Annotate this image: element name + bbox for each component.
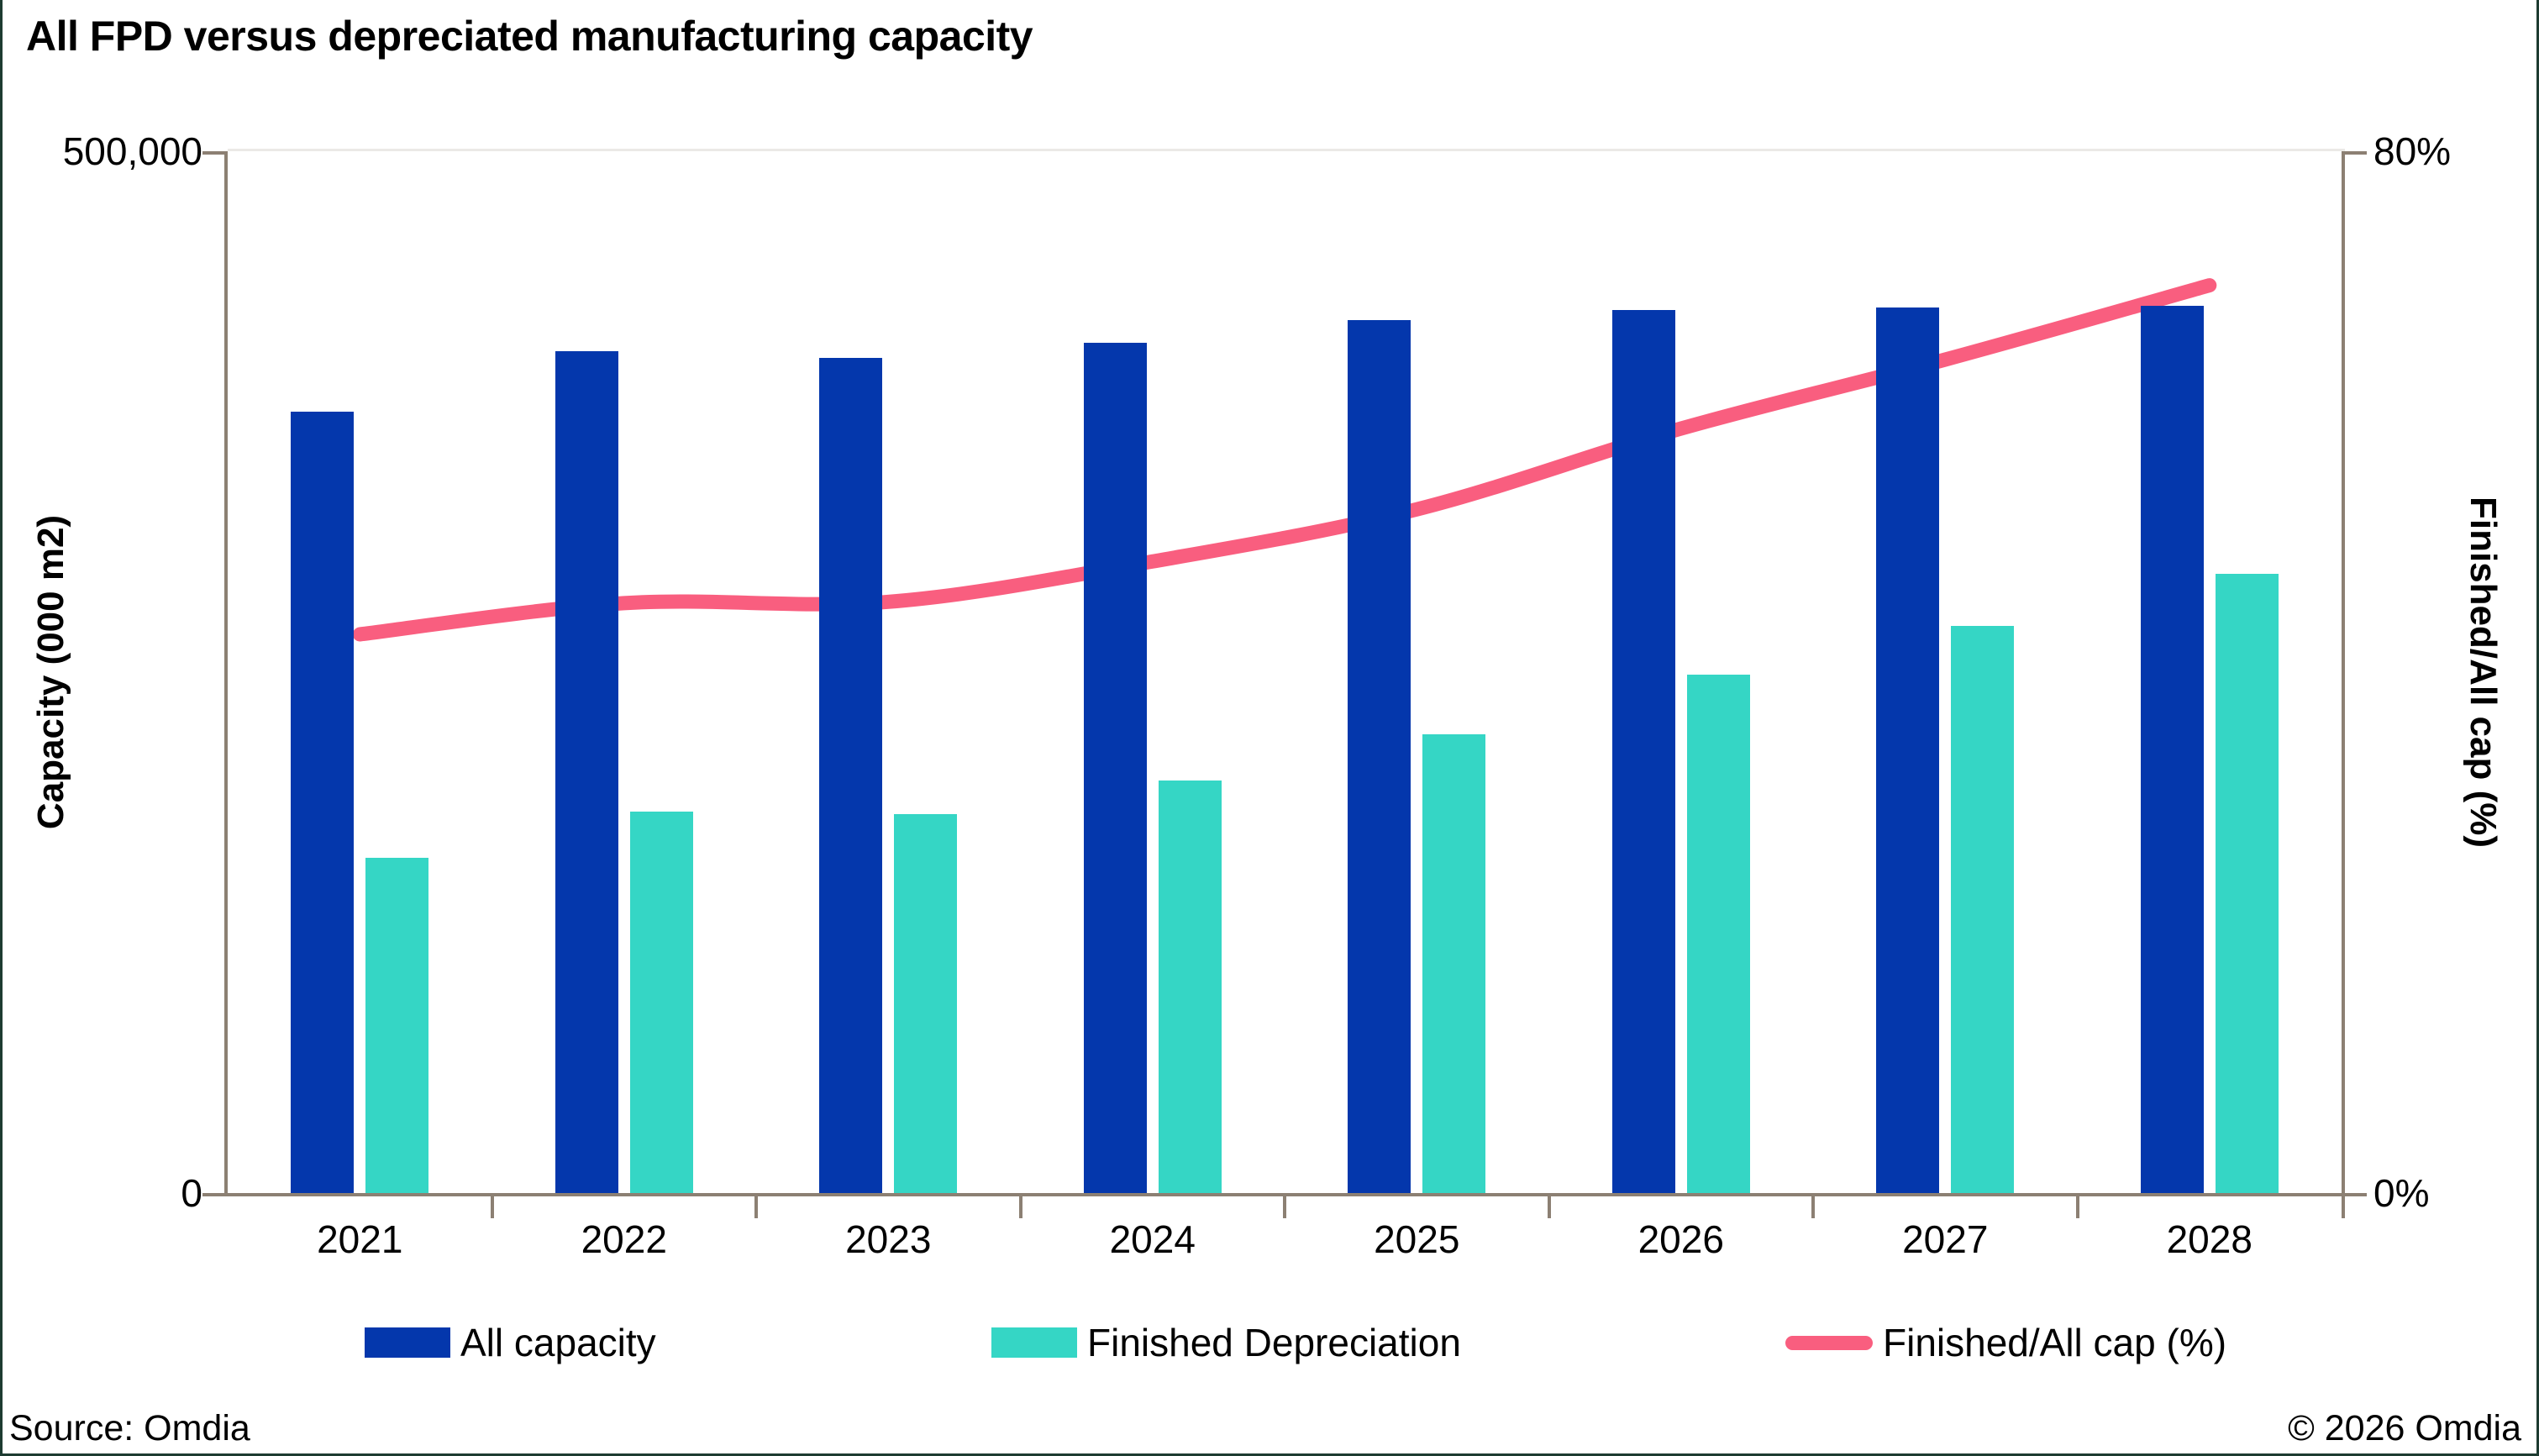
x-axis-label-2026: 2026 [1637, 1217, 1724, 1261]
top-gridline [228, 149, 2345, 151]
finished-depreciation-bar-2026 [1686, 674, 1750, 1193]
x-axis-labels: 2021 2022 2023 2024 2025 2026 2027 2028 [228, 1217, 2342, 1267]
x-axis-label-2022: 2022 [581, 1217, 667, 1261]
right-axis-title: Finished/All cap (%) [2463, 496, 2504, 849]
right-axis-bottom-tick [2345, 1193, 2367, 1196]
finished-depreciation-bar-2021 [365, 857, 429, 1193]
x-axis-tick [1018, 1196, 1022, 1218]
all-capacity-bar-2024 [1083, 343, 1147, 1193]
x-axis-label-2021: 2021 [317, 1217, 403, 1261]
finished-depreciation-bar-2025 [1422, 734, 1486, 1193]
legend-item-finished-depreciation: Finished Depreciation [991, 1316, 1461, 1369]
all-capacity-bar-2027 [1876, 307, 1940, 1193]
x-axis-label-2027: 2027 [1902, 1217, 1989, 1261]
x-axis-tick [1283, 1196, 1286, 1218]
x-axis-tick [1547, 1196, 1551, 1218]
x-axis-label-2028: 2028 [2166, 1217, 2253, 1261]
x-axis-tick [2075, 1196, 2079, 1218]
left-axis-top-tick [202, 151, 224, 155]
finished-all-cap-line-swatch [1785, 1335, 1873, 1350]
legend-item-all-capacity: All capacity [365, 1316, 656, 1369]
finished-depreciation-bar-2028 [2215, 574, 2279, 1193]
all-capacity-bar-2028 [2140, 305, 2204, 1193]
all-capacity-bar-2026 [1611, 309, 1675, 1193]
plot-area [202, 149, 2367, 1218]
right-axis-tick-max: 80% [2373, 129, 2452, 173]
finished-depreciation-bar-2027 [1951, 626, 2015, 1193]
x-axis-tick [1811, 1196, 1815, 1218]
finished-depreciation-bar-2023 [894, 813, 958, 1193]
all-capacity-swatch [365, 1327, 450, 1358]
right-axis-top-tick [2345, 151, 2367, 155]
legend-label-finished-depreciation: Finished Depreciation [1087, 1321, 1461, 1364]
legend: All capacity Finished Depreciation Finis… [3, 1316, 2536, 1369]
legend-label-finished-all-cap: Finished/All cap (%) [1883, 1321, 2227, 1364]
chart-title: All FPD versus depreciated manufacturing… [26, 13, 1033, 60]
all-capacity-bar-2022 [555, 351, 618, 1193]
left-axis-title: Capacity (000 m2) [30, 514, 71, 830]
right-axis-tick-min: 0% [2373, 1171, 2430, 1215]
line-series-svg [352, 278, 2217, 642]
copyright-note: © 2026 Omdia [2288, 1408, 2521, 1448]
left-axis-bottom-tick [202, 1193, 224, 1196]
legend-item-finished-all-cap: Finished/All cap (%) [1785, 1316, 2226, 1369]
x-axis-label-2025: 2025 [1374, 1217, 1460, 1261]
left-axis-tick-max: 500,000 [62, 129, 202, 173]
x-axis-tick [754, 1196, 758, 1218]
finished-depreciation-bar-2022 [629, 812, 693, 1193]
source-note: Source: Omdia [9, 1408, 250, 1448]
right-axis-down-tick [2342, 1196, 2345, 1218]
x-axis-line [224, 1193, 2345, 1196]
right-axis-line [2342, 151, 2345, 1196]
finished-depreciation-bar-2024 [1158, 781, 1222, 1193]
x-axis-label-2023: 2023 [845, 1217, 932, 1261]
legend-label-all-capacity: All capacity [460, 1321, 656, 1364]
all-capacity-bar-2021 [291, 412, 355, 1193]
finished-depreciation-swatch [991, 1327, 1077, 1358]
left-axis-tick-min: 0 [181, 1171, 202, 1215]
all-capacity-bar-2025 [1348, 319, 1411, 1193]
left-axis-line [224, 151, 228, 1196]
x-axis-label-2024: 2024 [1109, 1217, 1196, 1261]
all-capacity-bar-2023 [819, 357, 883, 1193]
x-axis-tick [490, 1196, 494, 1218]
